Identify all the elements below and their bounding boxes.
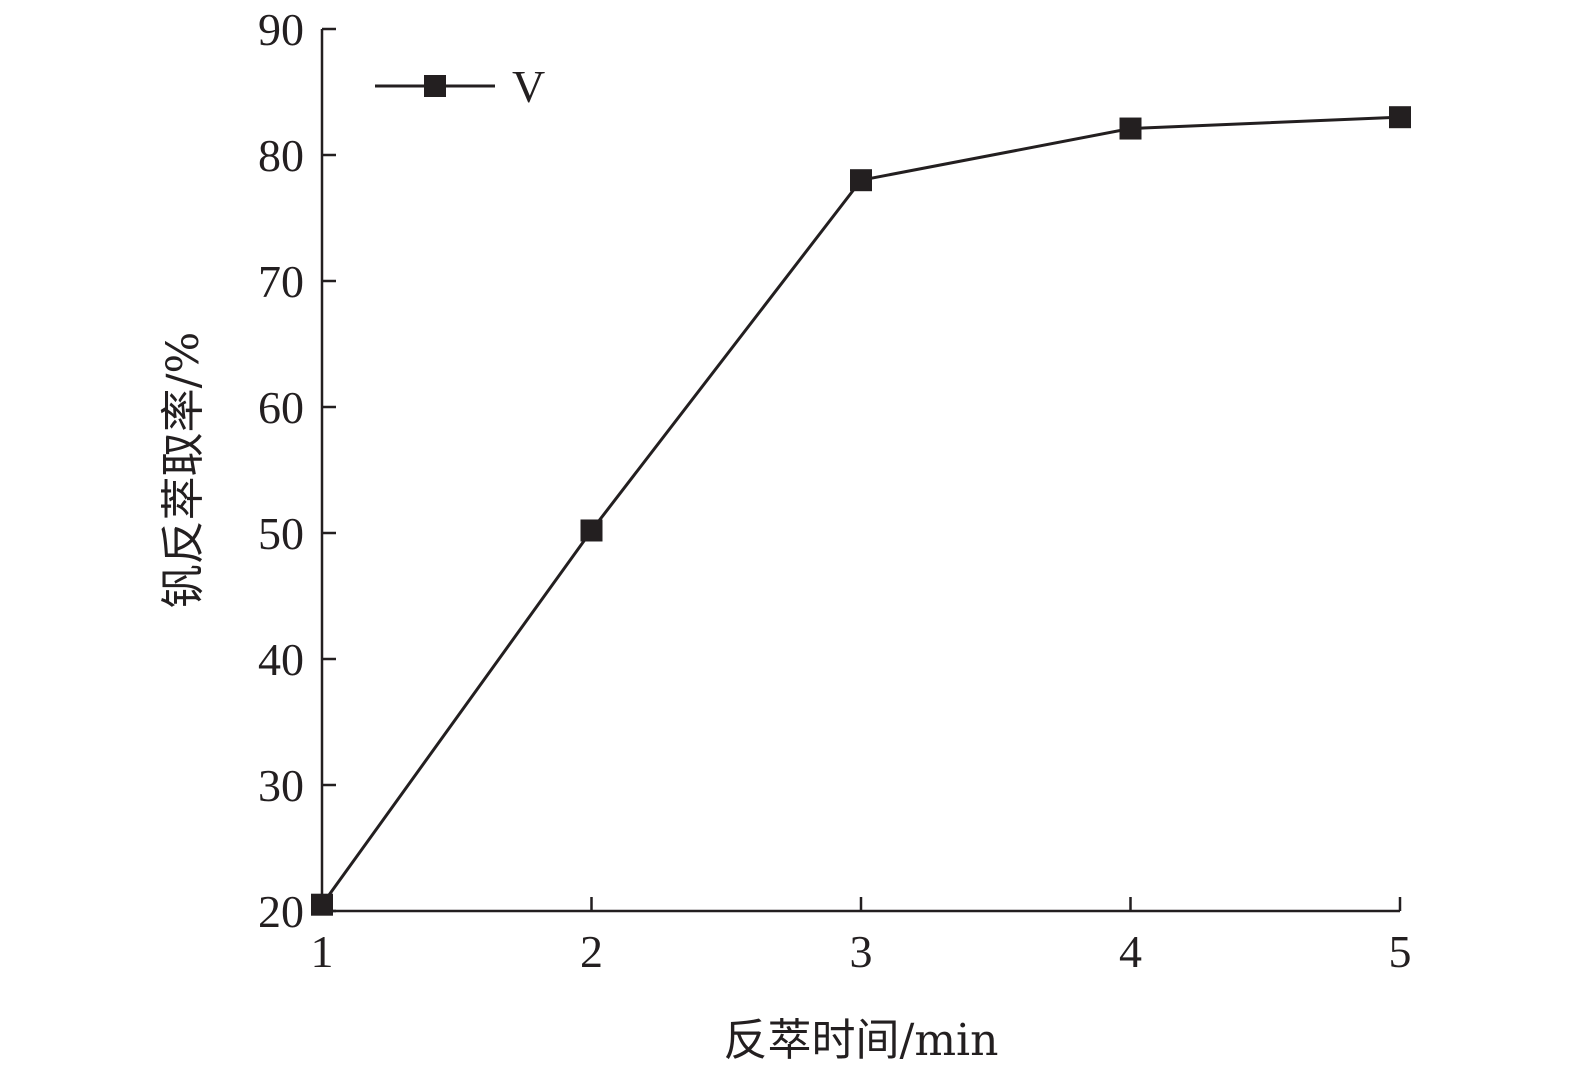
x-tick-label: 4 <box>1119 926 1142 977</box>
x-ticks: 1 2 3 4 5 <box>311 897 1412 977</box>
y-tick-label: 70 <box>258 256 304 307</box>
legend-marker <box>424 75 446 97</box>
x-axis-title: 反萃时间/min <box>724 1015 999 1066</box>
legend: V <box>375 61 545 112</box>
y-tick-label: 60 <box>258 382 304 433</box>
y-tick-label: 90 <box>258 4 304 55</box>
series-line <box>320 115 1401 906</box>
y-ticks: 20 30 40 50 60 70 80 90 <box>258 4 336 937</box>
data-point <box>1119 117 1142 140</box>
data-point <box>580 519 603 542</box>
y-tick-label: 80 <box>258 130 304 181</box>
axes <box>320 29 1400 913</box>
data-point <box>850 169 872 192</box>
x-tick-label: 2 <box>580 926 603 977</box>
x-tick-label: 5 <box>1389 926 1412 977</box>
y-tick-label: 30 <box>258 760 304 811</box>
series-group <box>311 106 1411 916</box>
x-tick-label: 3 <box>850 926 873 977</box>
y-tick-label: 40 <box>258 634 304 685</box>
y-tick-label: 50 <box>258 508 304 559</box>
data-point <box>1389 106 1411 129</box>
x-tick-label: 1 <box>311 926 334 977</box>
y-axis-title: 钒反萃取率/% <box>158 332 209 609</box>
y-tick-label: 20 <box>258 886 304 937</box>
legend-label: V <box>512 61 545 112</box>
data-point <box>311 893 333 916</box>
